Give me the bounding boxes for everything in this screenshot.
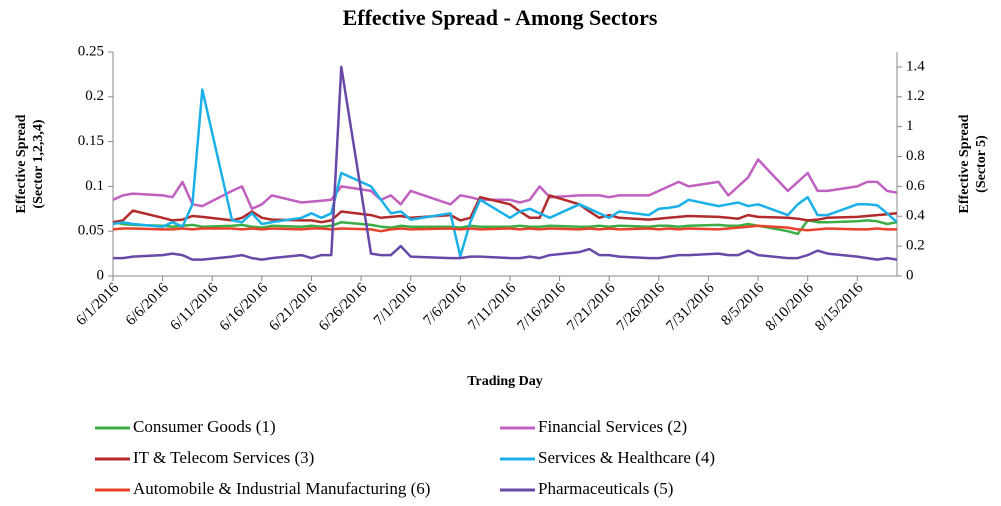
x-tick-label: 7/1/2016 — [371, 280, 420, 329]
y2-axis-label-line: Effective Spread — [957, 114, 972, 213]
legend-label: Automobile & Industrial Manufacturing (6… — [133, 479, 430, 498]
y2-tick-label: 0.4 — [906, 208, 925, 224]
x-tick-label: 8/10/2016 — [763, 280, 818, 335]
x-tick-label: 6/21/2016 — [266, 280, 321, 335]
legend-label: Services & Healthcare (4) — [538, 448, 715, 467]
y2-tick-label: 0 — [906, 267, 914, 283]
y-tick-label: 0.05 — [78, 223, 104, 239]
series-line — [112, 219, 898, 236]
x-tick-label: 7/6/2016 — [421, 280, 470, 329]
x-tick-label: 7/21/2016 — [564, 280, 619, 335]
legend-label: Financial Services (2) — [538, 417, 687, 436]
y-tick-label: 0 — [97, 267, 105, 283]
series-line — [112, 224, 897, 233]
x-tick-label: 7/26/2016 — [614, 280, 669, 335]
y-axis-label-line: (Sector 1,2,3,4) — [31, 119, 46, 208]
legend-label: Pharmaceuticals (5) — [538, 479, 673, 498]
y2-tick-label: 1.2 — [906, 88, 925, 104]
x-tick-label: 6/16/2016 — [217, 280, 272, 335]
x-tick-label: 7/31/2016 — [663, 280, 718, 335]
x-tick-label: 8/5/2016 — [718, 280, 767, 329]
series-line — [113, 65, 898, 261]
y2-tick-label: 1.4 — [906, 58, 925, 74]
y-tick-label: 0.25 — [78, 43, 104, 59]
series-line — [112, 158, 898, 211]
y2-tick-label: 0.8 — [906, 148, 925, 164]
series-line — [112, 88, 898, 258]
y-tick-label: 0.15 — [78, 133, 104, 149]
x-tick-label: 6/11/2016 — [168, 280, 222, 334]
x-axis-label: Trading Day — [467, 374, 543, 389]
x-tick-label: 6/1/2016 — [73, 280, 122, 329]
y2-axis-label: Effective Spread (Sector 5) — [957, 114, 989, 213]
legend-label: Consumer Goods (1) — [133, 417, 276, 436]
y2-tick-label: 0.2 — [906, 238, 925, 254]
y2-tick-label: 1 — [906, 118, 914, 134]
x-tick-label: 8/15/2016 — [812, 280, 867, 335]
x-tick-label: 7/16/2016 — [515, 280, 570, 335]
x-tick-label: 6/6/2016 — [123, 280, 172, 329]
x-tick-label: 6/26/2016 — [316, 280, 371, 335]
x-tick-label: 7/11/2016 — [465, 280, 519, 334]
y2-tick-label: 0.6 — [906, 178, 925, 194]
y-axis-label: Effective Spread (Sector 1,2,3,4) — [14, 114, 46, 213]
y-tick-label: 0.1 — [85, 178, 104, 194]
chart-title: Effective Spread - Among Sectors — [343, 5, 658, 30]
y-axis-label-line: Effective Spread — [14, 114, 29, 213]
y2-axis-label-line: (Sector 5) — [974, 135, 989, 193]
legend-label: IT & Telecom Services (3) — [133, 448, 314, 467]
y-tick-label: 0.2 — [85, 88, 104, 104]
